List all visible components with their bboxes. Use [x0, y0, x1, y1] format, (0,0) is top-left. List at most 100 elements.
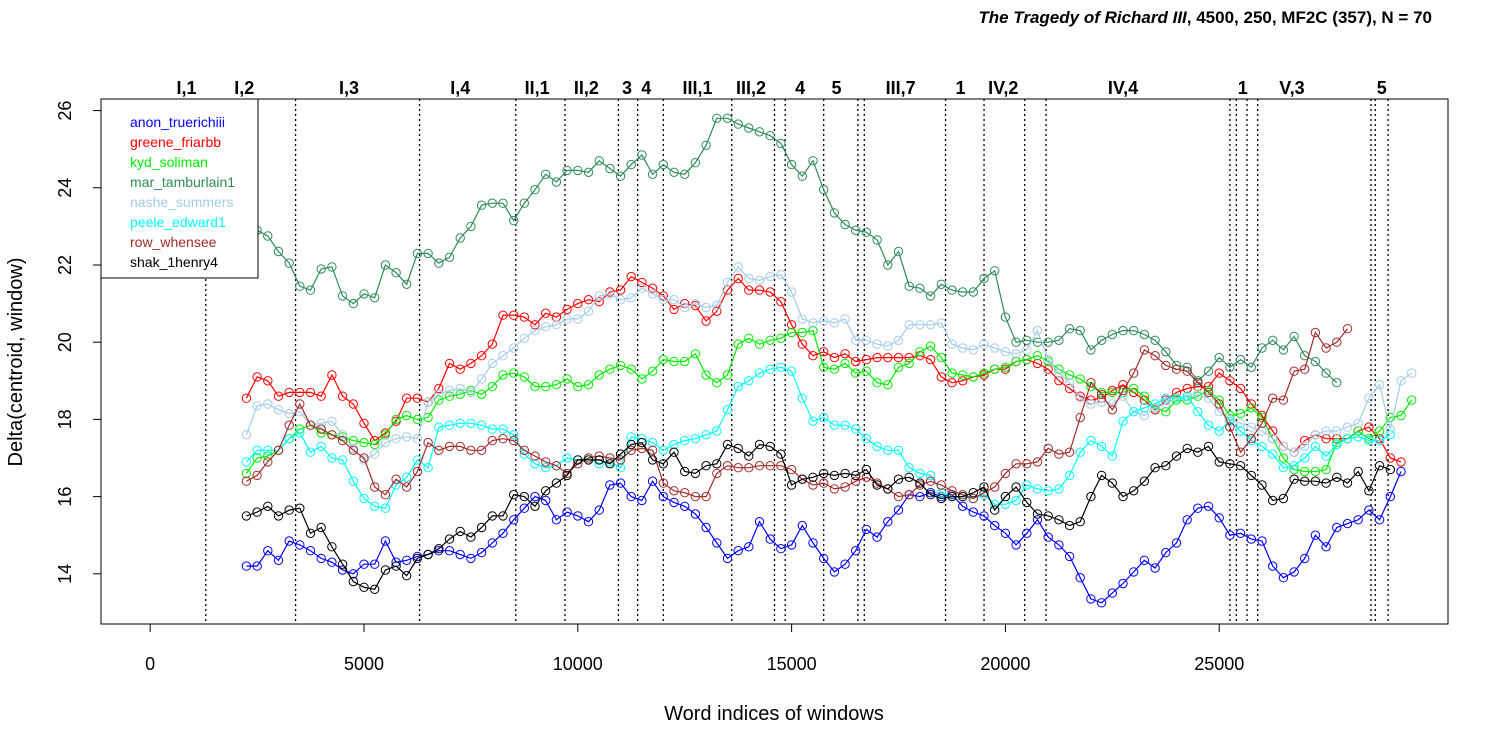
- point-nashe_summers-38: [647, 289, 658, 299]
- point-shak_1henry4-93: [1235, 461, 1246, 471]
- point-anon_truerichiii-84: [1139, 555, 1150, 565]
- point-kyd_soliman-0: [241, 468, 252, 479]
- series-line-row_whensee: [246, 328, 1348, 500]
- point-kyd_soliman-52: [797, 327, 807, 338]
- legend-entry-peele_edward1: peele_edward1: [130, 214, 226, 230]
- point-kyd_soliman-63: [915, 347, 925, 357]
- point-mar_tamburlain1-21: [466, 221, 476, 232]
- point-row_whensee-93: [1235, 447, 1246, 457]
- point-peele_edward1-2: [263, 445, 273, 455]
- point-row_whensee-12: [370, 482, 380, 492]
- scene-label-0: I,1: [177, 78, 197, 98]
- point-row_whensee-19: [444, 441, 455, 452]
- point-peele_edward1-64: [925, 470, 936, 481]
- point-peele_edward1-58: [861, 434, 872, 444]
- point-nashe_summers-108: [1396, 376, 1406, 386]
- point-peele_edward1-47: [744, 376, 754, 386]
- point-kyd_soliman-10: [348, 435, 358, 446]
- point-mar_tamburlain1-72: [1011, 337, 1021, 347]
- point-mar_tamburlain1-19: [444, 252, 455, 262]
- point-greene_friarbb-58: [861, 354, 872, 365]
- point-nashe_summers-37: [637, 283, 647, 293]
- point-shak_1henry4-90: [1203, 441, 1214, 452]
- point-kyd_soliman-45: [722, 370, 733, 380]
- point-kyd_soliman-77: [1064, 370, 1075, 380]
- point-nashe_summers-89: [1193, 389, 1203, 399]
- point-mar_tamburlain1-81: [1107, 329, 1118, 340]
- point-anon_truerichiii-80: [1096, 598, 1107, 608]
- point-shak_1henry4-97: [1278, 493, 1289, 504]
- point-row_whensee-21: [466, 445, 476, 455]
- point-mar_tamburlain1-100: [1310, 356, 1321, 367]
- point-kyd_soliman-20: [455, 389, 465, 399]
- point-greene_friarbb-4: [284, 387, 294, 398]
- point-kyd_soliman-44: [712, 378, 722, 388]
- point-greene_friarbb-18: [434, 383, 444, 394]
- point-anon_truerichiii-5: [295, 540, 305, 550]
- x-tick-label-4: 20000: [980, 654, 1030, 674]
- point-shak_1henry4-107: [1385, 464, 1396, 475]
- point-greene_friarbb-27: [530, 320, 540, 330]
- point-greene_friarbb-93: [1235, 383, 1246, 394]
- point-greene_friarbb-62: [904, 352, 914, 363]
- point-shak_1henry4-74: [1032, 509, 1043, 519]
- point-anon_truerichiii-11: [359, 559, 369, 569]
- point-anon_truerichiii-89: [1193, 503, 1203, 513]
- point-greene_friarbb-25: [509, 310, 519, 320]
- point-kyd_soliman-74: [1032, 351, 1043, 361]
- series-anon_truerichiii: [241, 466, 1406, 608]
- point-greene_friarbb-38: [647, 283, 658, 293]
- point-anon_truerichiii-26: [519, 503, 529, 513]
- point-anon_truerichiii-19: [444, 546, 455, 556]
- point-anon_truerichiii-4: [284, 536, 294, 546]
- point-nashe_summers-30: [562, 314, 572, 324]
- point-nashe_summers-94: [1246, 422, 1257, 432]
- point-peele_edward1-19: [444, 420, 455, 430]
- point-row_whensee-68: [968, 493, 978, 504]
- point-peele_edward1-28: [541, 463, 551, 473]
- point-shak_1henry4-52: [797, 474, 807, 484]
- point-shak_1henry4-60: [883, 484, 893, 494]
- point-shak_1henry4-15: [402, 571, 412, 581]
- point-peele_edward1-82: [1118, 416, 1128, 426]
- point-nashe_summers-54: [819, 316, 829, 326]
- point-mar_tamburlain1-46: [733, 119, 743, 129]
- point-anon_truerichiii-85: [1150, 563, 1160, 573]
- point-anon_truerichiii-73: [1022, 528, 1032, 538]
- point-nashe_summers-33: [594, 291, 604, 301]
- point-row_whensee-42: [690, 491, 701, 502]
- point-nashe_summers-67: [958, 343, 968, 353]
- point-anon_truerichiii-69: [979, 511, 989, 521]
- point-mar_tamburlain1-10: [348, 298, 358, 309]
- point-greene_friarbb-23: [487, 339, 497, 349]
- point-shak_1henry4-16: [412, 553, 423, 564]
- point-row_whensee-49: [765, 461, 775, 471]
- point-anon_truerichiii-45: [722, 553, 733, 564]
- point-kyd_soliman-94: [1246, 403, 1257, 413]
- point-anon_truerichiii-59: [872, 532, 882, 542]
- point-peele_edward1-75: [1043, 486, 1053, 496]
- point-shak_1henry4-61: [893, 474, 904, 484]
- point-shak_1henry4-91: [1214, 457, 1224, 467]
- point-anon_truerichiii-39: [658, 491, 668, 502]
- point-mar_tamburlain1-18: [434, 258, 444, 268]
- point-greene_friarbb-28: [541, 308, 551, 318]
- point-peele_edward1-9: [337, 455, 348, 465]
- point-greene_friarbb-40: [669, 304, 679, 315]
- point-kyd_soliman-34: [605, 364, 615, 374]
- point-greene_friarbb-64: [925, 354, 936, 365]
- point-row_whensee-70: [990, 482, 1000, 492]
- x-axis-title: Word indices of windows: [664, 703, 884, 725]
- point-shak_1henry4-70: [990, 505, 1000, 515]
- point-shak_1henry4-27: [530, 501, 540, 511]
- point-peele_edward1-53: [808, 416, 818, 426]
- point-kyd_soliman-54: [819, 362, 829, 372]
- point-anon_truerichiii-105: [1364, 505, 1374, 515]
- point-peele_edward1-87: [1171, 393, 1182, 403]
- point-anon_truerichiii-27: [530, 491, 540, 502]
- point-shak_1henry4-43: [701, 461, 711, 471]
- point-nashe_summers-7: [316, 418, 326, 428]
- point-anon_truerichiii-7: [316, 553, 326, 564]
- point-row_whensee-74: [1032, 457, 1043, 467]
